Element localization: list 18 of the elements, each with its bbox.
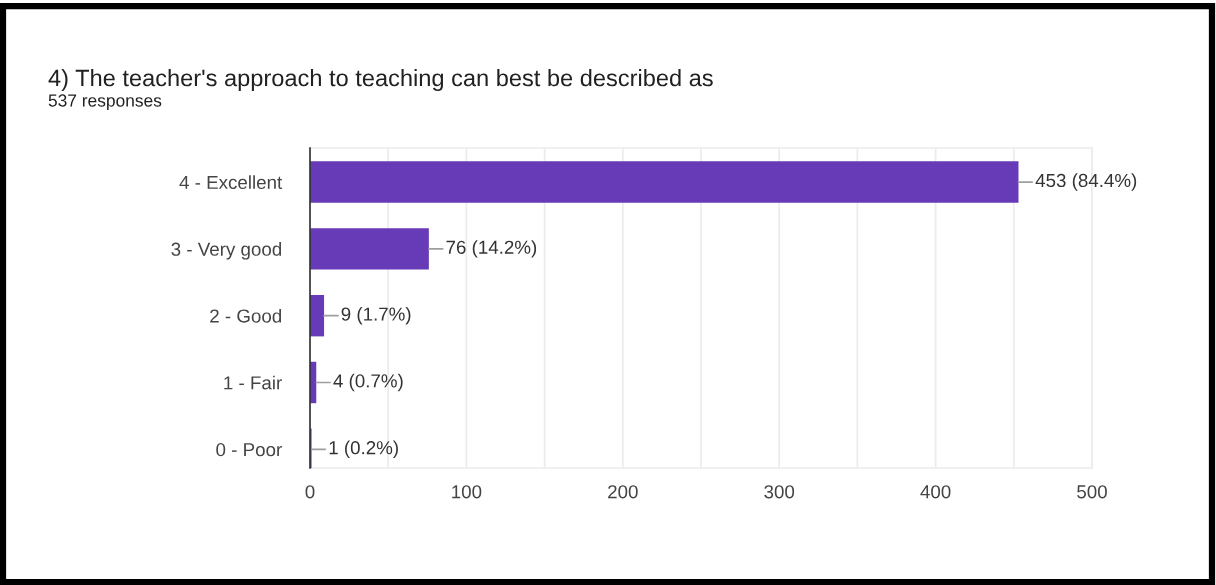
- x-tick-label: 0: [305, 485, 315, 499]
- y-tick-label: 4 - Excellent: [179, 175, 283, 190]
- data-label: 1 (0.2%): [329, 440, 398, 459]
- y-tick-label: 0 - Poor: [216, 443, 282, 457]
- y-tick-label: 3 - Very good: [171, 242, 282, 260]
- y-tick-label: 1 - Fair: [224, 375, 282, 390]
- text: 537 responses: [48, 94, 162, 111]
- x-tick-label: 100: [452, 485, 482, 499]
- x-tick-label: 200: [608, 485, 638, 499]
- data-label: 76 (14.2%): [446, 240, 537, 258]
- data-label: 9 (1.7%): [341, 306, 411, 325]
- x-tick-label: 300: [764, 485, 795, 499]
- x-tick-label: 500: [1077, 485, 1107, 499]
- data-label: 4 (0.7%): [333, 373, 403, 392]
- y-tick-label: 2 - Good: [210, 308, 282, 323]
- data-label: 453 (84.4%): [1035, 173, 1137, 191]
- x-tick-label: 400: [920, 485, 951, 499]
- chart-title: 4) The teacher's approach to teaching can best be described as: [48, 69, 713, 91]
